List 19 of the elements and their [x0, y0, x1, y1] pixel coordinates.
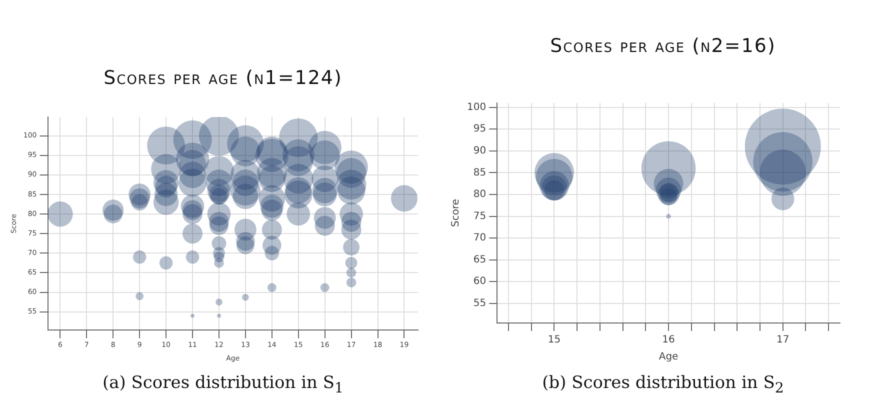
y-tick-label: 75 [473, 210, 486, 222]
text: (b) Scores distribution in S$_{2}$ [542, 372, 784, 396]
y-tick-label: 60 [473, 276, 486, 287]
y-tick-label: 80 [473, 188, 486, 200]
y-tick-label: 65 [473, 254, 486, 266]
x-tick-label: 16 [662, 334, 675, 346]
chart-title: Scores per age (n2=16) [550, 34, 776, 59]
y-tick-label: 55 [473, 298, 486, 309]
y-tick-label: 100 [466, 102, 486, 113]
text: (a) Scores distribution in S$_{1}$ [102, 372, 344, 396]
y-tick-label: 85 [473, 166, 486, 178]
x-tick-label: 17 [776, 334, 790, 346]
y-tick-label: 70 [473, 232, 486, 244]
y-tick-label: 95 [473, 123, 486, 134]
x-tick-label: 15 [548, 334, 561, 346]
x-axis-title: Age [658, 351, 678, 362]
y-axis-title: Score [450, 198, 462, 227]
y-tick-label: 90 [473, 145, 486, 156]
chart-title: Scores per age (n1=124) [104, 66, 342, 91]
